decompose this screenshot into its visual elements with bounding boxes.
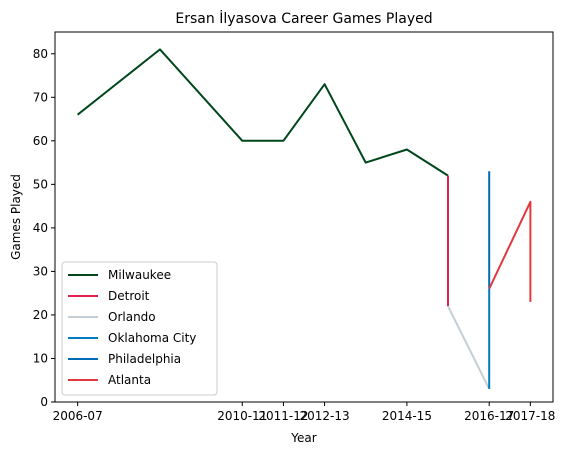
y-tick-label: 0 [40,395,48,409]
legend-box [61,261,218,396]
y-tick-label: 60 [33,134,48,148]
x-axis-label: Year [290,431,316,445]
y-tick-label: 40 [33,221,48,235]
y-axis-label: Games Played [9,174,23,260]
y-tick-label: 30 [33,264,48,278]
x-tick-label: 2017-18 [505,409,555,423]
legend-label: Orlando [108,310,156,324]
y-tick-label: 50 [33,177,48,191]
y-tick-label: 70 [33,90,48,104]
x-tick-label: 2011-12 [258,409,308,423]
series-line-milwaukee [76,48,449,177]
x-tick-label: 2006-07 [53,409,103,423]
legend-label: Detroit [108,289,150,303]
legend-label: Oklahoma City [108,331,196,345]
series-line-atlanta [488,200,532,302]
x-tick-label: 2016-17 [464,409,514,423]
legend: Milwaukee Detroit Orlando Oklahoma City Phil… [61,261,218,396]
series-line-orlando [447,305,491,390]
x-tick-label: 2012-13 [300,409,350,423]
y-axis: 0 10 20 30 40 50 60 70 80 [33,47,55,409]
y-tick-label: 20 [33,308,48,322]
plot-frame [54,31,554,403]
x-tick-label: 2010-11 [217,409,267,423]
legend-label: Atlanta [108,373,151,387]
x-tick-label: 2014-15 [382,409,432,423]
y-tick-label: 10 [33,351,48,365]
plot-lines [76,48,532,390]
legend-label: Philadelphia [108,352,181,366]
y-tick-label: 80 [33,47,48,61]
legend-label: Milwaukee [108,268,171,282]
chart-title: Ersan İlyasova Career Games Played [175,9,432,27]
